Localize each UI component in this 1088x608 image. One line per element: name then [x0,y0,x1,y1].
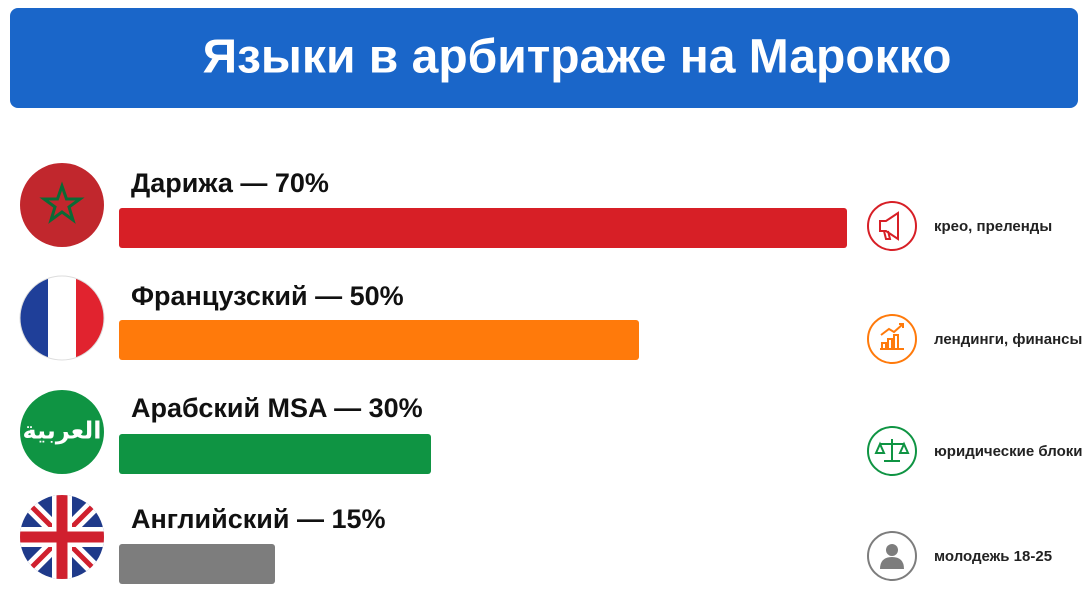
value-label: 50% [350,281,404,311]
category-label: Дарижа [131,168,234,198]
icon-glyph [880,544,904,569]
person-head [886,544,898,556]
bar [119,208,847,248]
note: молодежь 18-25 [934,548,1052,565]
bar-label: Английский — 15% [131,504,386,534]
flag-arabic [20,390,104,474]
flag-france [20,276,104,360]
icon-glyph [879,211,899,241]
person-body [880,557,904,569]
chart-icon [880,323,904,350]
category-label: Арабский MSA [131,393,327,423]
value-label: 15% [332,504,386,534]
megaphone [879,211,899,241]
bar-label: Французский — 50% [131,281,404,311]
separator: — [240,168,267,198]
bar-label: Дарижа — 70% [131,168,329,198]
icon-glyph [880,323,904,350]
separator: — [315,281,342,311]
flag-uk [20,495,104,579]
flag-morocco [20,163,104,247]
note: лендинги, финансы [934,331,1082,348]
note: крео, преленды [934,218,1052,235]
separator: — [297,504,324,534]
note: юридические блоки [934,443,1082,460]
note-icon [867,201,917,251]
scales [874,439,910,462]
category-label: Французский [131,281,308,311]
value-label: 70% [275,168,329,198]
value-label: 30% [369,393,423,423]
bar [119,320,639,360]
category-label: Английский [131,504,289,534]
flag-border [19,275,105,361]
icon-glyph [874,439,910,462]
header [10,8,1078,108]
separator: — [334,393,361,423]
chart-title: Языки в арбитраже на Марокко [203,31,952,84]
bar [119,434,431,474]
bar [119,544,275,584]
flag-label: العربية [22,417,101,444]
bar-label: Арабский MSA — 30% [131,393,423,423]
